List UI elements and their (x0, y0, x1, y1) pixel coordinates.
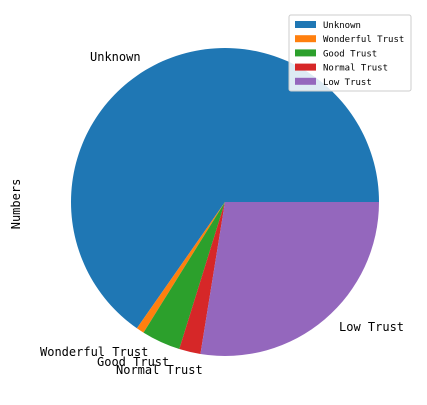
legend-frame (288, 14, 412, 92)
legend-swatch-wonderful-trust (295, 35, 316, 43)
legend-label-normal-trust: Normal Trust (323, 64, 388, 74)
slice-label-wonderful-trust: Wonderful Trust (40, 345, 148, 359)
pie-slice-unknown (70, 47, 379, 329)
pie-slice-low-trust (200, 202, 379, 356)
legend-swatch-normal-trust (295, 63, 316, 71)
legend-label-low-trust: Low Trust (323, 78, 372, 88)
legend-label-good-trust: Good Trust (323, 49, 377, 59)
slice-label-good-trust: Good Trust (97, 355, 169, 369)
legend-swatch-unknown (295, 21, 316, 28)
pie-slice-good-trust (143, 202, 225, 350)
pie-slice-normal-trust (179, 202, 225, 355)
y-axis-label: Numbers (9, 179, 23, 230)
pie-slice-wonderful-trust (136, 202, 225, 333)
slice-label-low-trust: Low Trust (339, 320, 404, 334)
legend-swatch-good-trust (295, 49, 316, 57)
slice-label-unknown: Unknown (90, 50, 141, 64)
pie-slices (70, 47, 379, 356)
legend: Unknown Wonderful Trust Good Trust Normal T… (288, 14, 412, 92)
slice-label-normal-trust: Normal Trust (116, 363, 203, 377)
legend-label-unknown: Unknown (323, 21, 361, 31)
legend-swatch-low-trust (295, 77, 316, 85)
legend-label-wonderful-trust: Wonderful Trust (323, 35, 404, 45)
